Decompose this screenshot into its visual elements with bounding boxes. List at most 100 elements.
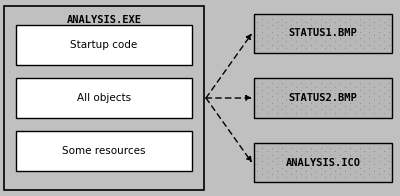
Point — [278, 17, 285, 20]
Point — [274, 169, 280, 172]
Point — [371, 169, 377, 172]
Point — [327, 166, 334, 169]
Point — [386, 146, 392, 150]
Point — [352, 27, 358, 30]
Point — [312, 27, 319, 30]
Point — [337, 24, 343, 27]
Point — [283, 176, 290, 179]
Point — [347, 95, 353, 98]
Point — [356, 160, 363, 163]
Point — [274, 27, 280, 30]
Point — [366, 172, 372, 176]
Point — [293, 98, 299, 101]
Point — [356, 146, 363, 150]
Point — [361, 176, 368, 179]
Point — [352, 105, 358, 108]
Point — [254, 105, 260, 108]
Point — [288, 172, 294, 176]
Point — [274, 20, 280, 24]
Point — [366, 17, 372, 20]
Point — [288, 146, 294, 150]
Point — [366, 30, 372, 33]
Point — [347, 153, 353, 156]
Point — [303, 156, 309, 159]
Point — [283, 27, 290, 30]
Point — [337, 108, 343, 111]
Point — [347, 172, 353, 176]
Point — [332, 176, 338, 179]
Point — [376, 24, 382, 27]
Point — [332, 20, 338, 24]
Point — [283, 98, 290, 101]
Point — [278, 153, 285, 156]
Point — [356, 172, 363, 176]
Point — [337, 17, 343, 20]
Point — [342, 27, 348, 30]
Point — [356, 95, 363, 98]
Bar — [254, 14, 392, 53]
Point — [308, 17, 314, 20]
Point — [303, 46, 309, 50]
Point — [312, 85, 319, 88]
Point — [264, 163, 270, 166]
Point — [376, 172, 382, 176]
Point — [254, 85, 260, 88]
Point — [322, 92, 329, 95]
Point — [386, 153, 392, 156]
Point — [317, 37, 324, 40]
Point — [361, 163, 368, 166]
Point — [317, 153, 324, 156]
Point — [317, 30, 324, 33]
Point — [298, 24, 304, 27]
Point — [293, 150, 299, 153]
Point — [264, 105, 270, 108]
Point — [376, 166, 382, 169]
Point — [332, 85, 338, 88]
Point — [283, 85, 290, 88]
Point — [274, 163, 280, 166]
Point — [254, 98, 260, 101]
Point — [274, 111, 280, 114]
Point — [259, 146, 265, 150]
Point — [356, 82, 363, 85]
Point — [288, 30, 294, 33]
Point — [303, 163, 309, 166]
Point — [303, 98, 309, 101]
Point — [308, 172, 314, 176]
Point — [264, 20, 270, 24]
Point — [366, 160, 372, 163]
Point — [308, 160, 314, 163]
Point — [308, 101, 314, 104]
Point — [259, 153, 265, 156]
Point — [376, 17, 382, 20]
Point — [332, 98, 338, 101]
Point — [254, 156, 260, 159]
Point — [352, 92, 358, 95]
Point — [347, 146, 353, 150]
Bar — [254, 78, 392, 118]
Point — [371, 92, 377, 95]
Point — [283, 33, 290, 36]
Point — [269, 17, 275, 20]
Point — [322, 98, 329, 101]
Point — [293, 169, 299, 172]
Point — [317, 88, 324, 91]
Point — [376, 146, 382, 150]
Point — [342, 20, 348, 24]
Point — [347, 82, 353, 85]
Point — [327, 95, 334, 98]
Point — [332, 92, 338, 95]
Point — [356, 108, 363, 111]
Point — [376, 108, 382, 111]
Point — [342, 40, 348, 43]
Point — [298, 108, 304, 111]
Point — [308, 108, 314, 111]
Point — [303, 111, 309, 114]
Point — [342, 156, 348, 159]
Point — [308, 88, 314, 91]
Point — [366, 82, 372, 85]
Point — [317, 101, 324, 104]
Point — [352, 98, 358, 101]
Point — [322, 169, 329, 172]
Point — [283, 105, 290, 108]
